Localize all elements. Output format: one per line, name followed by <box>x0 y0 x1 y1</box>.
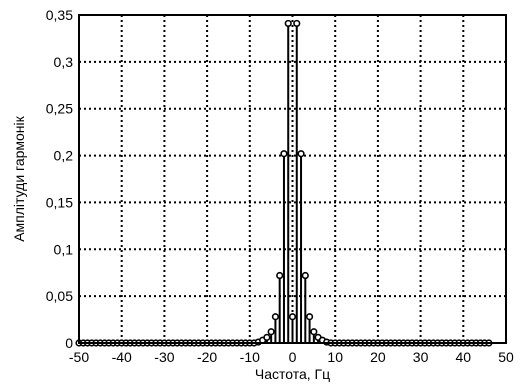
stem-marker <box>288 313 297 321</box>
x-tick-label: 10 <box>327 349 343 365</box>
y-tick-label: 0,15 <box>46 194 73 210</box>
y-tick-label: 0,1 <box>54 241 74 257</box>
x-tick-label: -50 <box>69 349 89 365</box>
stem-marker <box>263 333 271 341</box>
y-tick-label: 0,3 <box>54 54 74 70</box>
stem-marker <box>271 313 280 321</box>
y-axis-title: Амплітуди гармонік <box>11 115 27 241</box>
plot-frame <box>78 14 507 344</box>
y-tick-label: 0,25 <box>46 101 73 117</box>
stem-marker <box>276 271 284 280</box>
x-tick-label: 40 <box>456 349 472 365</box>
x-tick-label: 50 <box>498 349 514 365</box>
x-tick-label: -30 <box>154 349 174 365</box>
stem-marker <box>284 19 292 28</box>
stem-marker <box>293 19 301 28</box>
x-tick-label: -10 <box>240 349 260 365</box>
x-axis: -50 -40 -30 -20 -10 0 10 20 30 40 50 <box>69 349 514 365</box>
stem-marker <box>305 313 314 321</box>
x-tick-label: 30 <box>413 349 429 365</box>
x-tick-label: -40 <box>112 349 132 365</box>
stem-marker <box>267 328 275 336</box>
stem-marker <box>297 150 305 158</box>
y-tick-label: 0 <box>65 335 73 351</box>
y-axis: 0 0,05 0,1 0,15 0,2 0,25 0,3 0,35 <box>46 7 73 351</box>
y-tick-label: 0,05 <box>46 288 73 304</box>
stem-marker <box>310 328 318 336</box>
grid <box>79 15 506 343</box>
x-tick-label: 0 <box>289 349 297 365</box>
stem-marker <box>301 271 309 280</box>
y-tick-label: 0,35 <box>46 7 73 23</box>
stem-marker <box>280 150 288 158</box>
x-tick-label: -20 <box>197 349 217 365</box>
y-tick-label: 0,2 <box>54 148 74 164</box>
x-axis-title: Частота, Гц <box>255 366 330 382</box>
x-tick-label: 20 <box>370 349 386 365</box>
